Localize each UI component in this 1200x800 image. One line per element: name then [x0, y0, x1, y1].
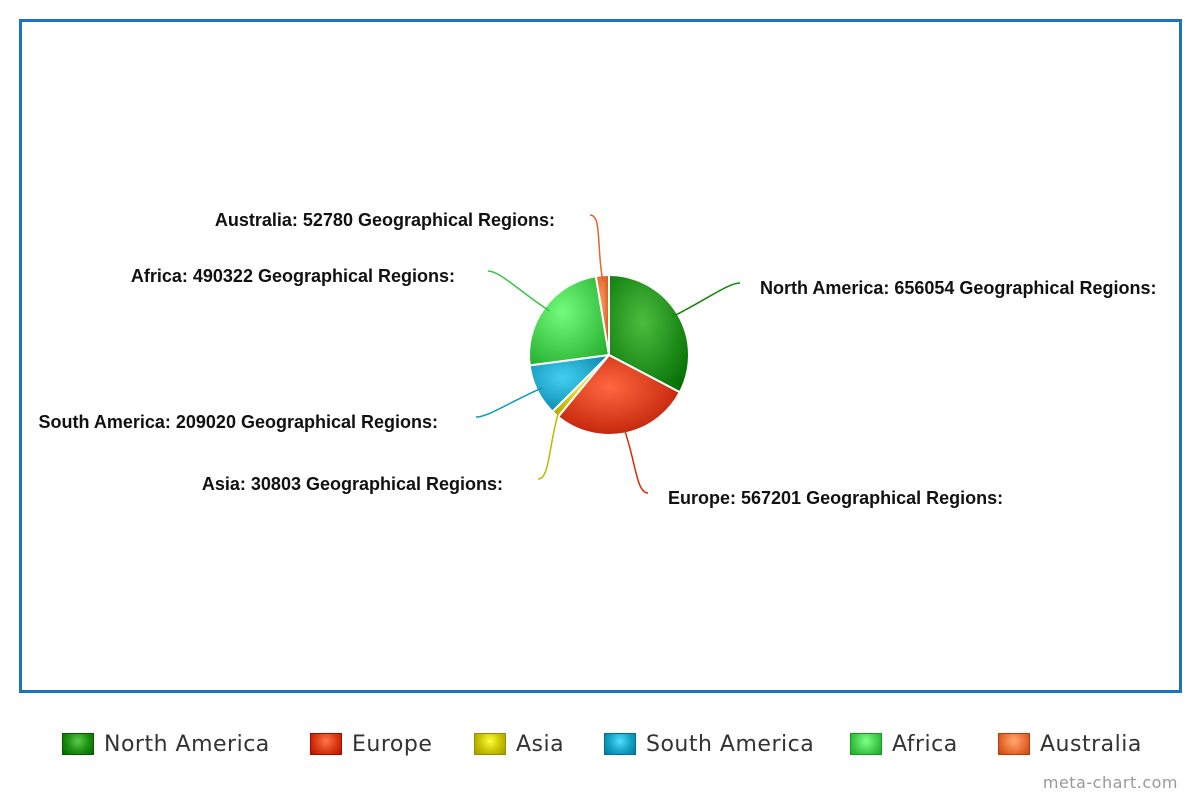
pie-slice-europe[interactable] [557, 354, 681, 436]
connector-line [537, 409, 560, 480]
legend-item-africa[interactable]: Africa [850, 726, 958, 762]
legend-swatch [998, 733, 1030, 755]
chart-frame [19, 19, 1182, 693]
connector-line [475, 387, 543, 418]
legend-label: South America [646, 731, 815, 757]
legend-label: Australia [1040, 731, 1142, 757]
legend-item-asia[interactable]: Asia [474, 726, 564, 762]
watermark-text: meta-chart.com [1042, 773, 1178, 792]
legend-label: Africa [892, 731, 958, 757]
legend-label: Europe [352, 731, 433, 757]
legend-swatch [310, 733, 342, 755]
legend-swatch [604, 733, 636, 755]
legend-item-europe[interactable]: Europe [310, 726, 432, 762]
legend-swatch [850, 733, 882, 755]
connector-line [671, 282, 741, 318]
pie-slice-africa[interactable] [528, 275, 610, 367]
data-label: Europe: 567201 Geographical Regions: [668, 488, 1003, 508]
data-label: South America: 209020 Geographical Regio… [39, 412, 438, 432]
legend: North America Europe Asia South America … [0, 726, 1200, 762]
legend-swatch [62, 733, 94, 755]
connector-line [487, 270, 550, 312]
legend-item-north-america[interactable]: North America [62, 726, 270, 762]
legend-label: Asia [516, 731, 565, 757]
legend-item-south-america[interactable]: South America [604, 726, 814, 762]
pie-slices [528, 274, 690, 436]
data-label: North America: 656054 Geographical Regio… [760, 278, 1156, 298]
legend-item-australia[interactable]: Australia [998, 726, 1142, 762]
data-label: Asia: 30803 Geographical Regions: [202, 474, 503, 494]
legend-label: North America [104, 731, 270, 757]
data-labels: North America: 656054 Geographical Regio… [39, 210, 1157, 508]
data-label: Africa: 490322 Geographical Regions: [131, 266, 455, 286]
label-connectors [475, 214, 741, 494]
legend-swatch [474, 733, 506, 755]
data-label: Australia: 52780 Geographical Regions: [215, 210, 555, 230]
connector-line [622, 427, 649, 494]
connector-line [589, 214, 604, 282]
